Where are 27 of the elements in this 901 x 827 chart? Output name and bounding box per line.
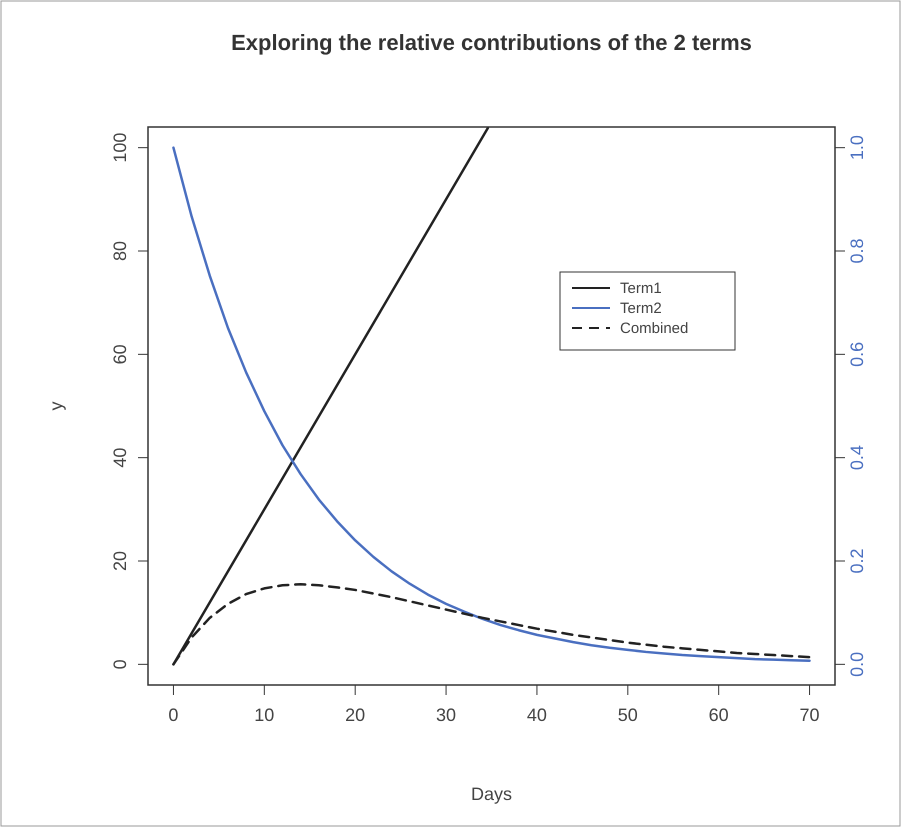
x-tick-label: 20 <box>345 705 366 725</box>
y-tick-label: 0 <box>110 659 130 670</box>
legend-label: Term2 <box>620 300 662 317</box>
y2-tick-label: 0.6 <box>847 342 867 367</box>
y-tick-label: 80 <box>110 240 130 262</box>
y2-tick-label: 1.0 <box>847 135 867 160</box>
y-tick-label: 60 <box>110 344 130 364</box>
x-tick-label: 0 <box>168 705 178 725</box>
y-tick-label: 20 <box>110 550 130 572</box>
y-axis-title: y <box>46 402 66 410</box>
chart-title: Exploring the relative contributions of the 2 terms <box>231 30 752 55</box>
y2-tick-label: 0.8 <box>847 238 867 264</box>
x-tick-label: 40 <box>526 705 547 725</box>
y2-tick-label: 0.2 <box>847 548 867 574</box>
line-series <box>172 146 811 662</box>
x-tick-label: 10 <box>254 705 274 725</box>
y-tick-label: 100 <box>110 132 130 163</box>
y-tick-label: 40 <box>110 448 130 468</box>
y2-tick-label: 0.4 <box>847 445 867 470</box>
x-tick-label: 70 <box>800 705 820 725</box>
x-tick-label: 50 <box>618 705 638 725</box>
y2-tick-label: 0.0 <box>847 652 867 677</box>
legend-label: Combined <box>620 320 688 337</box>
x-tick-label: 30 <box>436 705 456 725</box>
legend-label: Term1 <box>620 280 662 297</box>
x-axis-title: Days <box>470 784 512 804</box>
x-tick-label: 60 <box>708 705 729 725</box>
